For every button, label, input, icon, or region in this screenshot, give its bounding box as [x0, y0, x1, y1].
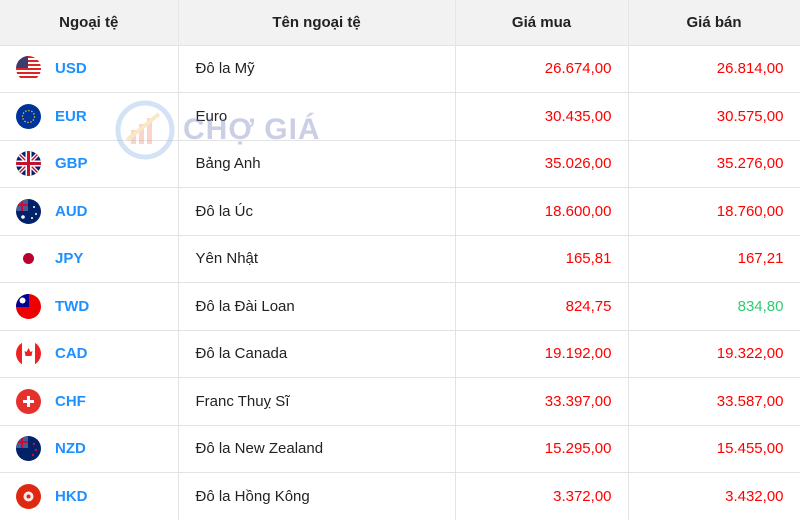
buy-price: 19.192,00 — [455, 329, 629, 378]
header-sell-price: Giá bán — [628, 0, 800, 45]
table-row-jpy: JPY Yên Nhật 165,81 167,21 — [0, 234, 800, 283]
sell-price: 3.432,00 — [628, 472, 800, 520]
currency-code-link[interactable]: AUD — [55, 202, 88, 220]
buy-price: 18.600,00 — [455, 187, 629, 235]
us-flag-icon — [16, 56, 41, 82]
buy-price: 3.372,00 — [455, 472, 629, 520]
currency-name: Bảng Anh — [178, 139, 456, 188]
buy-price: 15.295,00 — [455, 424, 629, 473]
currency-cell: CHF — [0, 377, 179, 425]
currency-name: Đô la Đài Loan — [178, 282, 456, 330]
currency-code-link[interactable]: CHF — [55, 392, 86, 410]
currency-code-link[interactable]: GBP — [55, 155, 88, 173]
currency-cell: USD — [0, 44, 179, 93]
table-row-chf: CHF Franc Thuỵ Sĩ 33.397,00 33.587,00 — [0, 377, 800, 425]
currency-code-link[interactable]: NZD — [55, 440, 86, 458]
table-row-nzd: NZD Đô la New Zealand 15.295,00 15.455,0… — [0, 424, 800, 473]
table-row-aud: AUD Đô la Úc 18.600,00 18.760,00 — [0, 187, 800, 235]
nz-flag-icon — [16, 436, 41, 462]
currency-name: Đô la Úc — [178, 187, 456, 235]
sell-price: 19.322,00 — [628, 329, 800, 378]
currency-name: Yên Nhật — [178, 234, 456, 283]
buy-price: 33.397,00 — [455, 377, 629, 425]
tw-flag-icon — [16, 293, 41, 319]
sell-price: 35.276,00 — [628, 139, 800, 188]
currency-name: Đô la Canada — [178, 329, 456, 378]
au-flag-icon — [16, 198, 41, 224]
jp-flag-icon — [16, 246, 41, 272]
currency-cell: NZD — [0, 424, 179, 473]
hk-flag-icon — [16, 484, 41, 509]
currency-name: Đô la Hồng Kông — [178, 472, 456, 520]
header-currency-name: Tên ngoại tệ — [178, 0, 456, 45]
currency-code-link[interactable]: HKD — [55, 488, 88, 505]
currency-code-link[interactable]: CAD — [55, 345, 88, 363]
table-header: Ngoại tệ Tên ngoại tệ Giá mua Giá bán — [0, 0, 800, 45]
table-row-hkd: HKD Đô la Hồng Kông 3.372,00 3.432,00 — [0, 472, 800, 520]
currency-cell: GBP — [0, 139, 179, 188]
ch-flag-icon — [16, 388, 41, 414]
sell-price: 26.814,00 — [628, 44, 800, 93]
buy-price: 35.026,00 — [455, 139, 629, 188]
currency-cell: HKD — [0, 472, 179, 520]
currency-cell: TWD — [0, 282, 179, 330]
table-row-twd: TWD Đô la Đài Loan 824,75 834,80 — [0, 282, 800, 330]
currency-code-link[interactable]: EUR — [55, 107, 87, 125]
eu-flag-icon — [16, 103, 41, 129]
currency-code-link[interactable]: USD — [55, 60, 87, 78]
ca-flag-icon — [16, 341, 41, 367]
currency-name: Đô la Mỹ — [178, 44, 456, 93]
sell-price: 33.587,00 — [628, 377, 800, 425]
sell-price: 834,80 — [628, 282, 800, 330]
uk-flag-icon — [16, 151, 41, 177]
sell-price: 15.455,00 — [628, 424, 800, 473]
header-buy-price: Giá mua — [455, 0, 629, 45]
currency-cell: CAD — [0, 329, 179, 378]
currency-code-link[interactable]: JPY — [55, 250, 84, 268]
currency-name: Euro — [178, 92, 456, 140]
table-row-usd: USD Đô la Mỹ 26.674,00 26.814,00 — [0, 44, 800, 93]
currency-code-link[interactable]: TWD — [55, 297, 90, 315]
header-currency: Ngoại tệ — [0, 0, 179, 45]
sell-price: 30.575,00 — [628, 92, 800, 140]
buy-price: 824,75 — [455, 282, 629, 330]
table-row-gbp: GBP Bảng Anh 35.026,00 35.276,00 — [0, 139, 800, 188]
table-row-eur: EUR Euro 30.435,00 30.575,00 — [0, 92, 800, 140]
sell-price: 18.760,00 — [628, 187, 800, 235]
currency-cell: JPY — [0, 234, 179, 283]
table-row-cad: CAD Đô la Canada 19.192,00 19.322,00 — [0, 329, 800, 378]
currency-cell: AUD — [0, 187, 179, 235]
currency-cell: EUR — [0, 92, 179, 140]
currency-name: Franc Thuỵ Sĩ — [178, 377, 456, 425]
buy-price: 30.435,00 — [455, 92, 629, 140]
buy-price: 26.674,00 — [455, 44, 629, 93]
buy-price: 165,81 — [455, 234, 629, 283]
currency-name: Đô la New Zealand — [178, 424, 456, 473]
sell-price: 167,21 — [628, 234, 800, 283]
